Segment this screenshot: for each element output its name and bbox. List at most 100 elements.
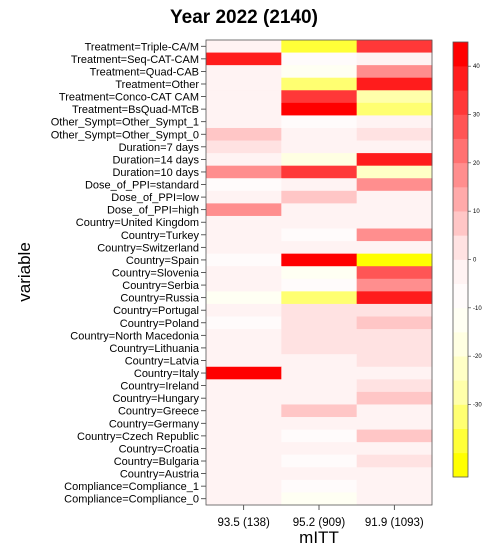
row-label: Treatment=Seq-CAT-CAM [71, 54, 199, 66]
row-label: Country=North Macedonia [70, 330, 200, 342]
colorbar-segment [453, 66, 468, 91]
heatmap-cell [356, 190, 433, 204]
heatmap-cell [281, 479, 358, 493]
column-label: 93.5 (138) [217, 517, 270, 529]
heatmap-cell [281, 228, 358, 242]
heatmap-cell [206, 266, 282, 280]
heatmap-cell [281, 253, 358, 267]
heatmap-cell [281, 241, 358, 255]
colorbar-tick-label: -10 [473, 306, 482, 312]
colorbar-segment [453, 138, 468, 164]
heatmap-cell [206, 379, 282, 393]
heatmap-cell [206, 329, 282, 343]
heatmap-cell [356, 127, 433, 141]
heatmap-cell [281, 203, 358, 217]
colorbar-segment [453, 42, 468, 67]
heatmap-cell [356, 417, 433, 430]
heatmap-cell [281, 404, 358, 418]
heatmap-cell [206, 253, 282, 267]
heatmap-cell [356, 102, 433, 116]
row-label: Country=Spain [126, 255, 199, 267]
heatmap-cell [281, 65, 358, 79]
heatmap-cell [206, 190, 282, 204]
row-labels: Treatment=Triple-CA/MTreatment=Seq-CAT-C… [51, 41, 206, 506]
colorbar-tick-label: -30 [473, 403, 482, 409]
column-label: 95.2 (909) [293, 517, 346, 529]
heatmap-cell [281, 266, 358, 280]
colorbar-segment [453, 404, 468, 429]
heatmap-cell [356, 454, 433, 468]
heatmap-cell [281, 90, 358, 104]
heatmap-cell [206, 316, 282, 330]
heatmap-cell [281, 215, 358, 229]
heatmap-cell [281, 341, 358, 355]
colorbar-tick-label: -20 [473, 354, 482, 360]
heatmap-cell [356, 253, 433, 267]
heatmap-cell [206, 165, 282, 179]
heatmap-cell [206, 178, 282, 192]
heatmap-cell [356, 266, 433, 280]
heatmap-cell [281, 278, 358, 292]
row-label: Duration=10 days [112, 167, 199, 179]
heatmap-cell [356, 90, 433, 104]
colorbar-segment [453, 90, 468, 115]
heatmap-cell [356, 278, 433, 292]
heatmap-cell [281, 40, 358, 53]
row-label: Duration=7 days [119, 142, 200, 154]
row-label: Duration=14 days [112, 154, 199, 166]
chart-title: Year 2022 (2140) [170, 7, 318, 28]
row-label: Treatment=Conco-CAT CAM [59, 92, 199, 104]
colorbar-tick-label: 10 [473, 209, 480, 215]
heatmap-cell [206, 127, 282, 141]
heatmap-cell [356, 153, 433, 167]
heatmap-cell [356, 316, 433, 330]
colorbar-segment [453, 380, 468, 405]
heatmap-cell [281, 153, 358, 167]
colorbar-segment [453, 235, 468, 260]
heatmap-cell [281, 127, 358, 141]
heatmap-cell [356, 40, 433, 53]
colorbar-segment [453, 187, 468, 212]
colorbar-tick-label: 40 [473, 64, 480, 70]
row-label: Country=Italy [134, 368, 200, 380]
row-label: Country=Czech Republic [77, 431, 199, 443]
heatmap-cell [206, 417, 282, 430]
heatmap-cell [356, 479, 433, 493]
heatmap-cell [356, 241, 433, 255]
heatmap-cell [356, 303, 433, 317]
colorbar-segment [453, 162, 468, 188]
heatmap-cell [356, 442, 433, 456]
heatmap-cell [356, 115, 433, 129]
heatmap-cells [206, 40, 433, 506]
heatmap-cell [281, 442, 358, 456]
colorbar-tick-label: 20 [473, 161, 480, 167]
heatmap-cell [356, 341, 433, 355]
heatmap-cell [356, 65, 433, 79]
row-label: Country=Croatia [119, 443, 200, 455]
heatmap-cell [281, 329, 358, 343]
heatmap-cell [206, 102, 282, 116]
row-label: Dose_of_PPI=standard [85, 180, 199, 192]
heatmap-cell [356, 77, 433, 91]
row-label: Treatment=Triple-CA/M [85, 41, 199, 53]
column-label: 91.9 (1093) [365, 517, 424, 529]
heatmap-cell [206, 228, 282, 242]
heatmap-cell [281, 178, 358, 192]
heatmap-cell [281, 366, 358, 380]
heatmap-cell [356, 404, 433, 418]
colorbar-segment [453, 356, 468, 381]
heatmap-cell [281, 115, 358, 129]
colorbar-segment [453, 332, 468, 357]
heatmap-cell [206, 65, 282, 79]
row-label: Country=Latvia [125, 355, 200, 367]
heatmap-cell [356, 329, 433, 343]
heatmap-cell [281, 417, 358, 430]
heatmap-cell [206, 404, 282, 418]
heatmap-cell [206, 90, 282, 104]
row-label: Country=Portugal [113, 305, 199, 317]
heatmap-cell [206, 77, 282, 91]
heatmap-cell [206, 341, 282, 355]
heatmap-cell [206, 467, 282, 481]
heatmap-cell [281, 316, 358, 330]
heatmap-cell [206, 203, 282, 217]
